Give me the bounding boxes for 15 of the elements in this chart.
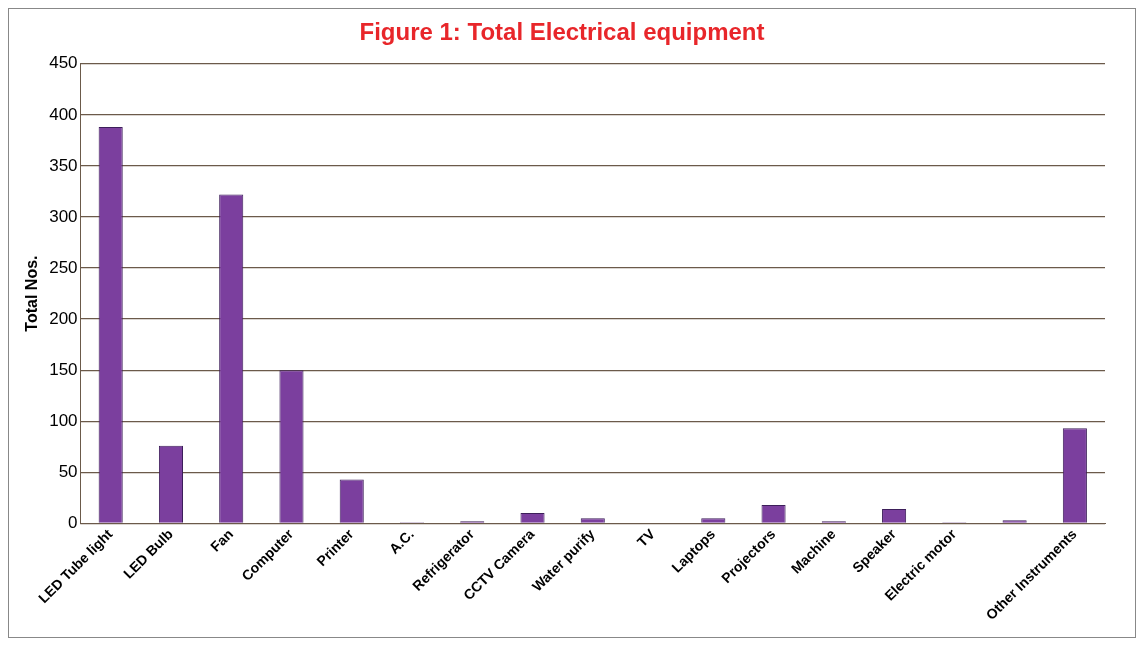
y-tick-label: 150 <box>49 359 78 379</box>
x-tick-label: Fan <box>207 525 237 555</box>
y-tick-label: 450 <box>49 53 78 73</box>
y-axis-title: Total Nos. <box>23 255 41 332</box>
y-tick-label: 50 <box>58 461 78 481</box>
y-tick-label: 0 <box>68 513 78 532</box>
y-tick-label: 300 <box>49 206 78 226</box>
y-tick-label: 350 <box>49 155 78 175</box>
x-tick-label: A.C. <box>385 525 417 557</box>
y-tick-label: 200 <box>49 308 78 328</box>
chart-title: Figure 1: Total Electrical equipment <box>359 18 765 46</box>
y-tick-label: 400 <box>49 104 78 124</box>
y-tick-label: 100 <box>49 410 78 430</box>
x-tick-label: TV <box>633 525 659 550</box>
y-tick-label: 250 <box>49 257 78 277</box>
